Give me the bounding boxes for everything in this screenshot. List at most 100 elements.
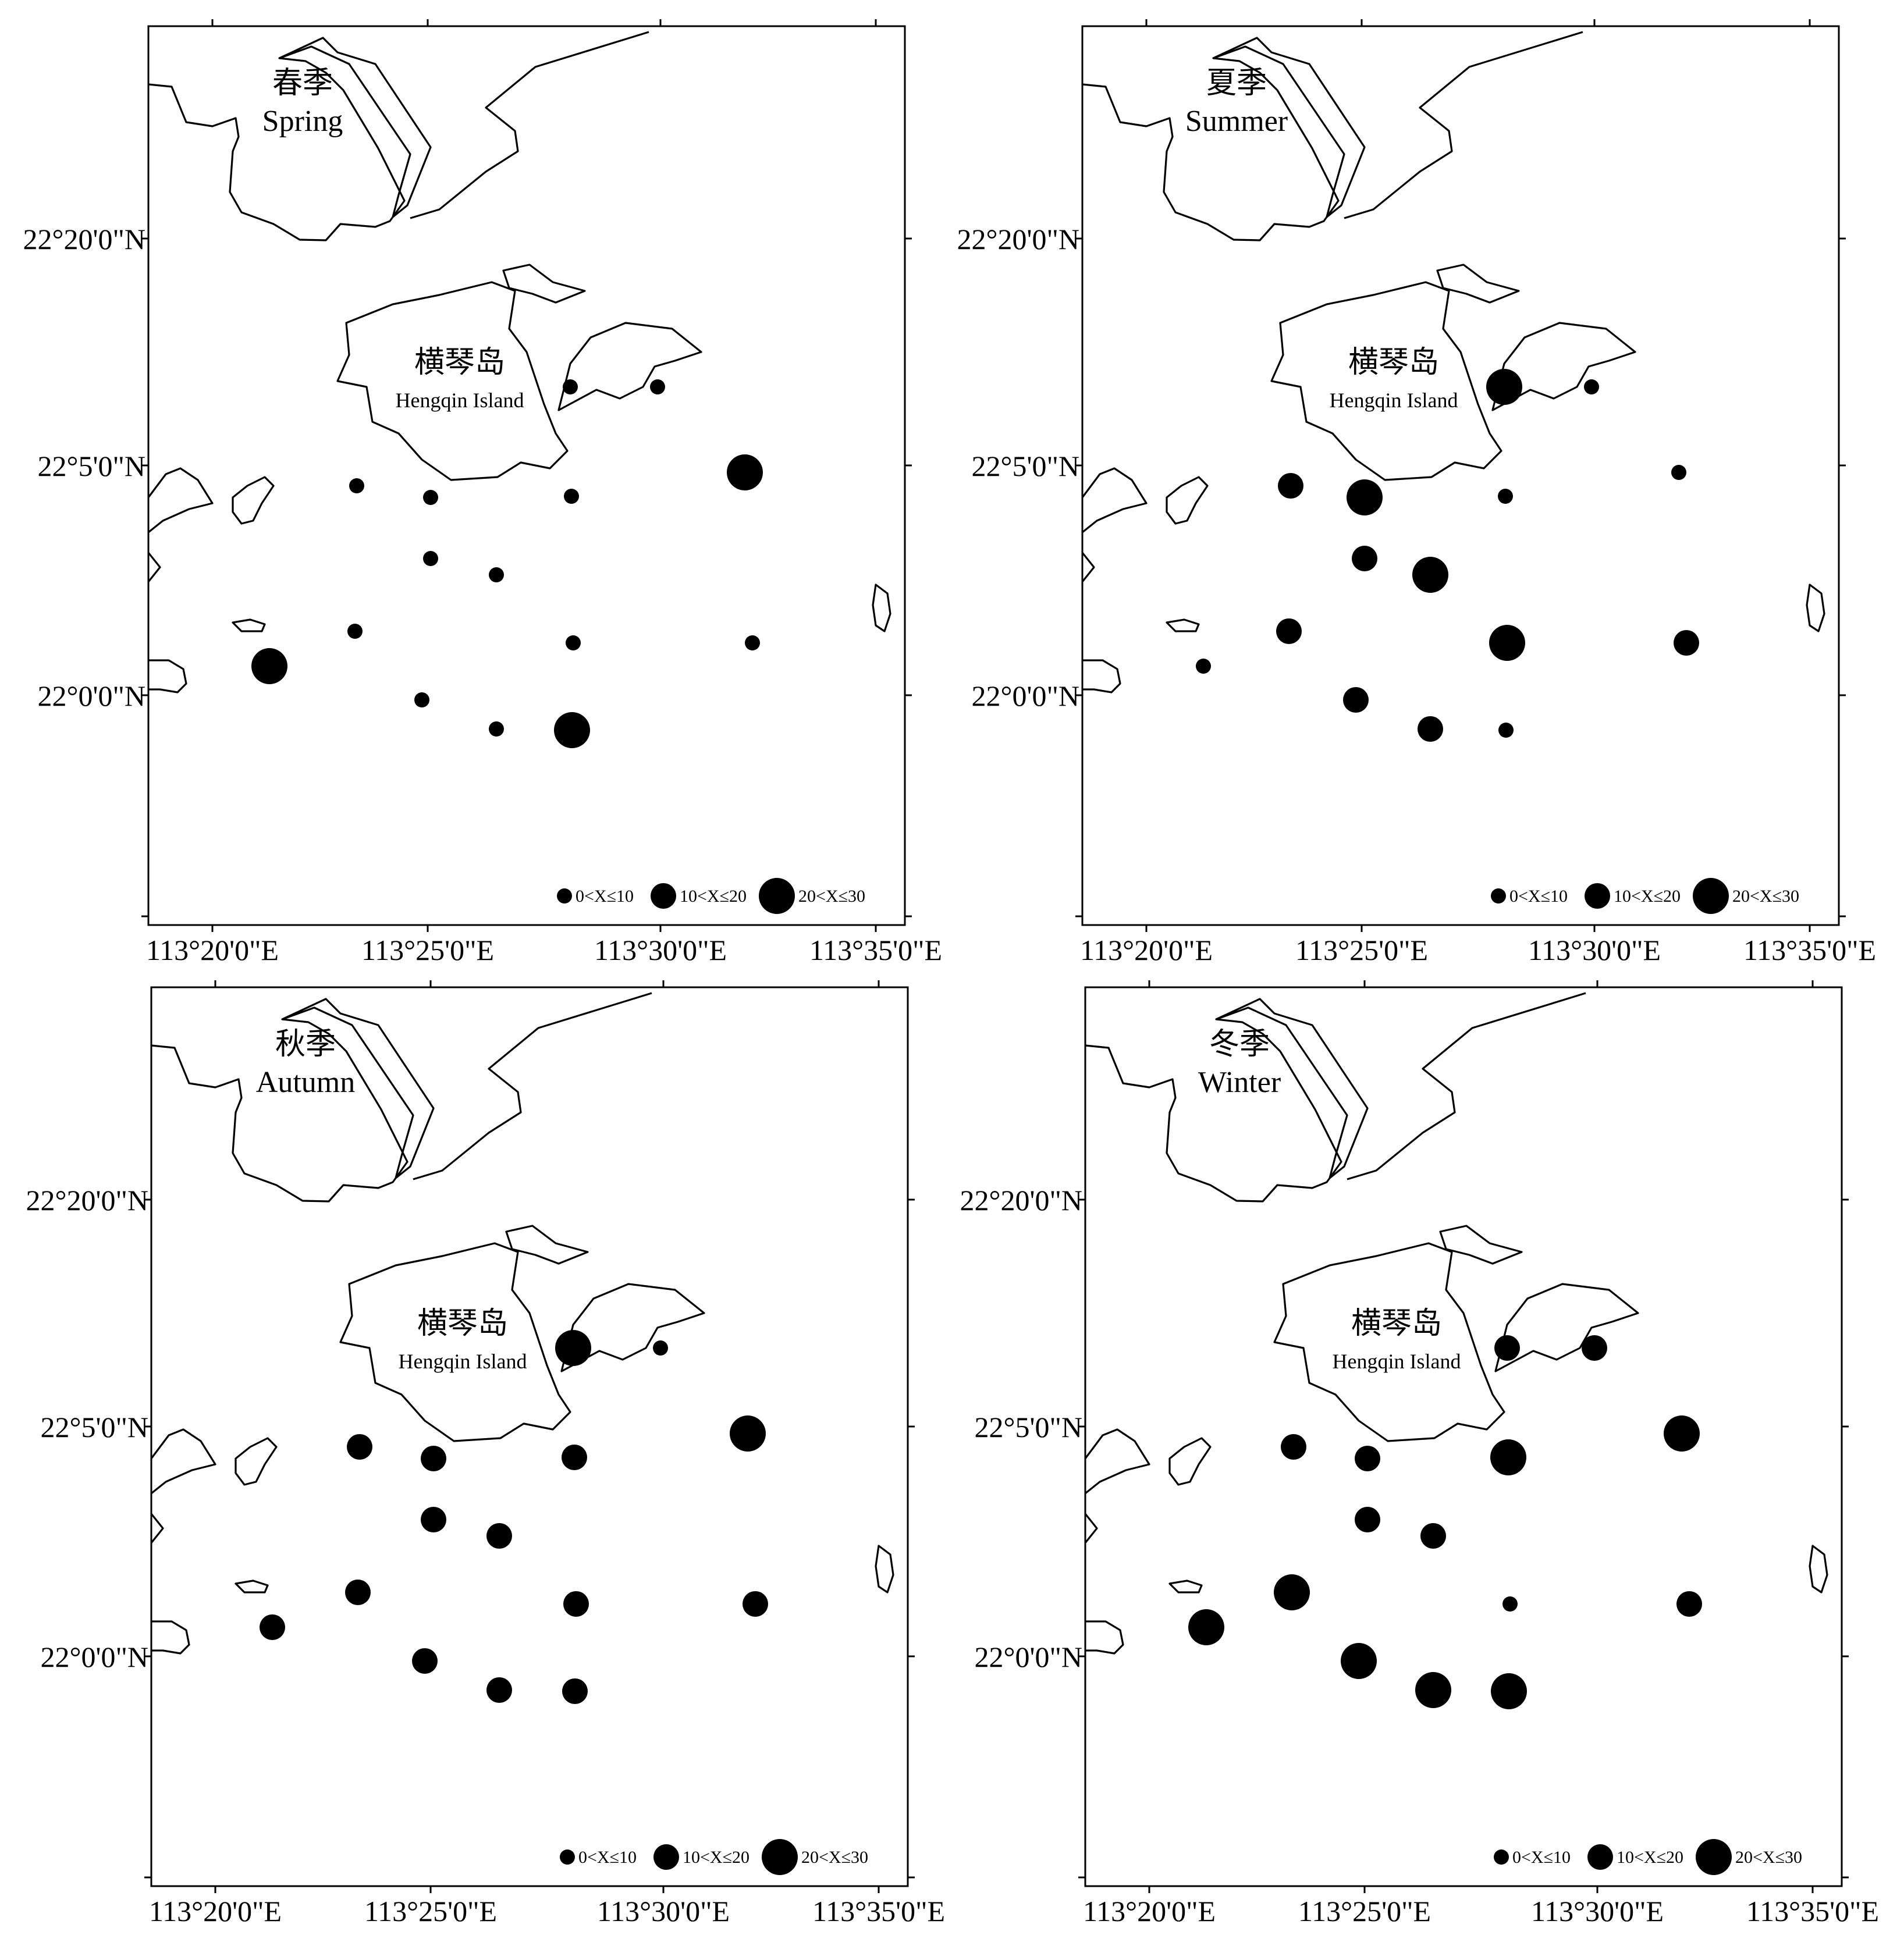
station-marker [412,1648,438,1674]
season-label-en: Winter [1198,1066,1281,1099]
legend-label: 20<X≤30 [801,1848,868,1867]
lat-label: 22°20'0"N [26,1184,148,1217]
station-marker [1281,1434,1306,1460]
island-label-en: Hengqin Island [1330,389,1458,412]
station-marker [1498,723,1514,738]
station-marker [1418,716,1443,742]
station-marker [1188,1609,1224,1645]
legend-label: 0<X≤10 [576,887,634,906]
station-marker [727,454,763,490]
station-marker [347,624,363,639]
station-marker [566,635,581,650]
lat-label: 22°5'0"N [40,1411,148,1443]
island-label-cn: 横琴岛 [1351,1307,1442,1340]
station-marker [564,489,579,504]
island-label-en: Hengqin Island [396,389,524,412]
legend-marker [1696,1839,1732,1875]
station-marker [1412,557,1448,593]
station-marker [1498,489,1513,504]
lon-label: 113°25'0"E [1295,934,1428,966]
lon-label: 113°25'0"E [1298,1895,1431,1927]
legend-marker [1693,878,1729,914]
legend-marker [1585,883,1610,909]
season-label-en: Spring [262,105,343,138]
season-label-cn: 夏季 [1206,67,1267,100]
lon-label: 113°30'0"E [1528,934,1661,966]
station-marker [1582,1335,1607,1361]
station-marker [1420,1523,1446,1549]
lat-label: 22°20'0"N [960,1184,1082,1217]
lat-label: 22°0'0"N [37,680,145,712]
coastline [147,31,891,693]
coastline [1084,992,1828,1655]
station-marker [555,1330,591,1366]
lat-label: 22°5'0"N [37,450,145,482]
island-label-cn: 横琴岛 [417,1307,508,1340]
station-marker [1352,546,1377,571]
lon-label: 113°20'0"E [1080,934,1213,966]
lat-label: 22°20'0"N [23,223,145,255]
map-frame [140,18,913,933]
station-marker [563,1591,589,1617]
map-frame [1077,979,1850,1894]
island-label-cn: 横琴岛 [1348,346,1439,379]
lat-label: 22°0'0"N [40,1641,148,1673]
lat-label: 22°20'0"N [957,223,1079,255]
lon-label: 113°35'0"E [812,1895,945,1927]
map-frame [143,979,916,1894]
station-marker [1278,473,1303,499]
lat-label: 22°0'0"N [974,1641,1082,1673]
station-marker [562,1445,587,1470]
legend-marker [762,1839,798,1875]
map-panel-autumn: 秋季 Autumn 横琴岛 Hengqin Island 22°20'0"N 22°5'0… [26,979,945,1927]
station-marker [563,379,578,394]
station-marker [489,721,504,737]
lon-label: 113°35'0"E [1743,934,1876,966]
legend-label: 20<X≤30 [1735,1848,1802,1867]
map-panel-summer: 夏季 Summer 横琴岛 Hengqin Island 22°20'0"N 22°5'0… [957,18,1876,966]
legend-label: 20<X≤30 [1732,887,1799,906]
lon-label: 113°25'0"E [364,1895,497,1927]
lat-label: 22°0'0"N [971,680,1079,712]
station-marker [730,1415,766,1452]
station-marker [1415,1672,1451,1708]
station-marker [1664,1415,1700,1452]
station-marker [489,567,504,582]
legend-label: 0<X≤10 [1512,1848,1571,1867]
station-marker [1491,1673,1527,1709]
station-marker [1343,687,1369,713]
station-marker [345,1580,371,1605]
station-marker [1347,479,1383,515]
map-frame [1074,18,1847,933]
station-marker [1489,625,1525,661]
legend-marker [1491,888,1506,904]
legend-label: 10<X≤20 [683,1848,749,1867]
station-marker [486,1523,512,1549]
lat-label: 22°5'0"N [974,1411,1082,1443]
station-marker [1671,465,1686,480]
legend-marker [1494,1849,1509,1865]
station-marker [1341,1643,1377,1679]
lat-label: 22°5'0"N [971,450,1079,482]
season-label-cn: 秋季 [275,1028,336,1061]
station-marker [562,1678,588,1704]
lon-label: 113°30'0"E [1531,1895,1664,1927]
station-marker [423,490,438,505]
station-marker [423,551,438,566]
station-marker [260,1614,285,1640]
legend-label: 0<X≤10 [1509,887,1568,906]
station-marker [1196,659,1211,674]
legend-marker [557,888,572,904]
station-marker [650,379,665,394]
lon-label: 113°35'0"E [1746,1895,1879,1927]
map-panel-winter: 冬季 Winter 横琴岛 Hengqin Island 22°20'0"N 22°5'0… [960,979,1879,1927]
lon-label: 113°30'0"E [594,934,727,966]
island-label-en: Hengqin Island [399,1350,527,1373]
lon-label: 113°20'0"E [149,1895,282,1927]
station-marker [743,1591,768,1617]
season-label-en: Summer [1185,105,1288,138]
legend-marker [560,1849,575,1865]
island-label-en: Hengqin Island [1333,1350,1461,1373]
legend-label: 0<X≤10 [578,1848,637,1867]
station-marker [251,648,287,684]
